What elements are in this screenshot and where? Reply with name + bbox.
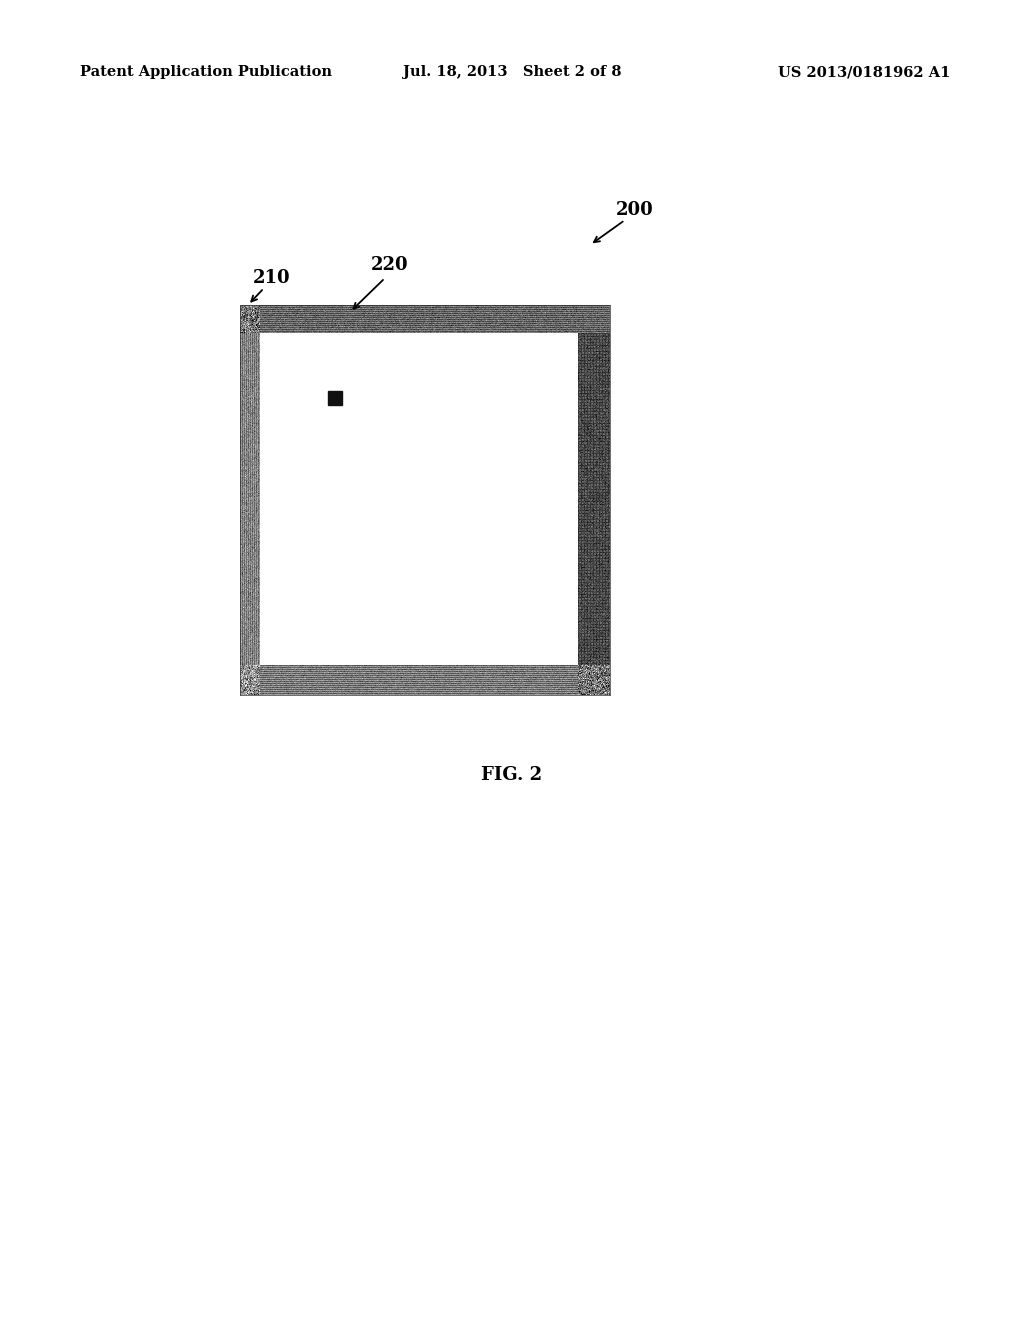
Text: 200: 200	[616, 201, 654, 219]
Text: Patent Application Publication: Patent Application Publication	[80, 65, 332, 79]
Bar	[260, 333, 578, 665]
Text: FIG. 2: FIG. 2	[481, 766, 543, 784]
Text: Jul. 18, 2013   Sheet 2 of 8: Jul. 18, 2013 Sheet 2 of 8	[402, 65, 622, 79]
Text: 220: 220	[371, 256, 409, 275]
Text: 210: 210	[253, 269, 291, 286]
Text: US 2013/0181962 A1: US 2013/0181962 A1	[777, 65, 950, 79]
Bar	[328, 391, 342, 405]
